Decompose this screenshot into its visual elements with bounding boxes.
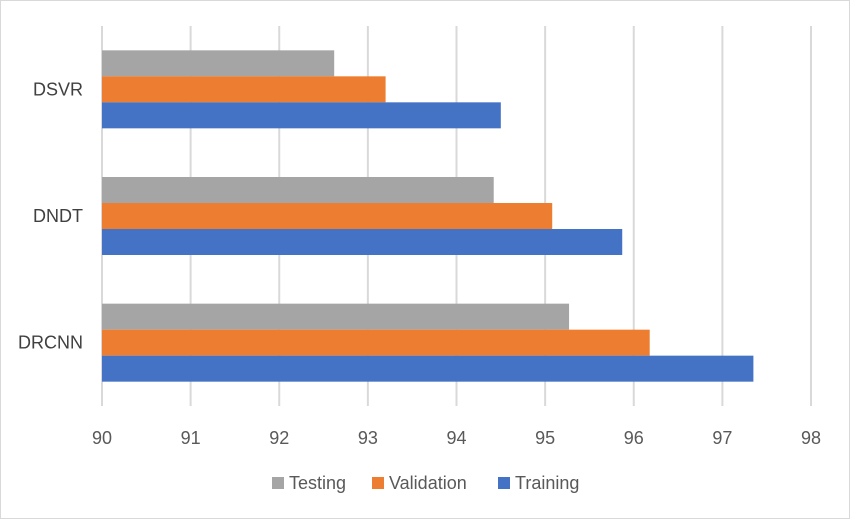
legend-label-testing: Testing (289, 473, 346, 493)
x-tick-label: 91 (181, 428, 201, 448)
legend-label-training: Training (515, 473, 579, 493)
x-tick-label: 97 (712, 428, 732, 448)
category-label: DRCNN (18, 333, 83, 353)
legend-swatch-testing (272, 477, 284, 489)
bar-dndt-training (102, 229, 623, 255)
category-label: DSVR (33, 79, 83, 99)
bar-dsvr-validation (102, 76, 386, 103)
category-label: DNDT (33, 206, 83, 226)
legend-swatch-validation (372, 477, 384, 489)
legend-label-validation: Validation (389, 473, 467, 493)
bar-drcnn-training (102, 355, 754, 382)
x-tick-label: 92 (269, 428, 289, 448)
x-tick-label: 90 (92, 428, 112, 448)
legend-swatch-training (498, 477, 510, 489)
bar-drcnn-validation (102, 329, 650, 356)
bar-dndt-testing (102, 177, 494, 203)
y-axis-category-labels: DSVR DNDT DRCNN (18, 79, 83, 352)
x-tick-label: 96 (624, 428, 644, 448)
bar-dndt-validation (102, 203, 553, 229)
bar-dsvr-training (102, 102, 501, 129)
bars (102, 50, 754, 382)
legend: Testing Validation Training (272, 473, 579, 493)
x-tick-label: 98 (801, 428, 821, 448)
x-tick-label: 95 (535, 428, 555, 448)
bar-drcnn-testing (102, 303, 570, 330)
x-tick-label: 94 (446, 428, 466, 448)
x-tick-label: 93 (358, 428, 378, 448)
x-axis-tick-labels: 90 91 92 93 94 95 96 97 98 (92, 428, 821, 448)
bar-dsvr-testing (102, 50, 335, 77)
